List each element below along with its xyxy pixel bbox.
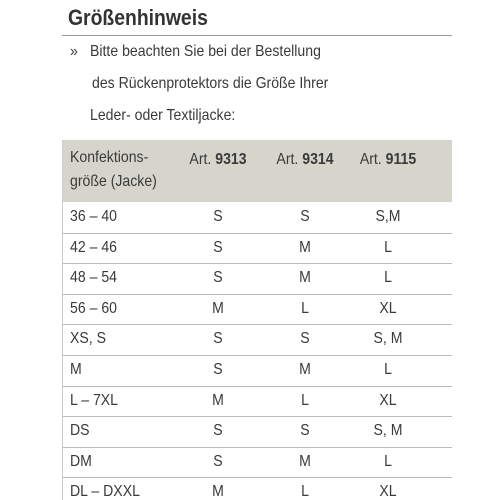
article-prefix: Art. bbox=[276, 151, 299, 168]
size-cell: L – 7XL bbox=[70, 391, 119, 409]
article-number: 9314 bbox=[302, 151, 334, 168]
cell: L bbox=[384, 238, 392, 256]
cell: S bbox=[213, 452, 223, 470]
cell: S bbox=[300, 208, 310, 225]
row-rule bbox=[62, 477, 452, 479]
table-left-border bbox=[62, 140, 63, 500]
cell: L bbox=[384, 269, 392, 287]
intro-line: Bitte beachten Sie bei der Bestellung bbox=[90, 43, 321, 60]
row-rule bbox=[62, 416, 452, 418]
cell: XL bbox=[379, 391, 397, 409]
cell: M bbox=[212, 483, 224, 500]
size-header: größe (Jacke) bbox=[70, 173, 157, 190]
size-cell: 42 – 46 bbox=[70, 238, 117, 256]
cell: L bbox=[301, 299, 309, 317]
size-cell: DS bbox=[70, 422, 90, 440]
bullet: » bbox=[70, 43, 78, 60]
row-rule bbox=[62, 324, 452, 326]
cell: M bbox=[212, 391, 224, 409]
cell: S,M bbox=[375, 208, 401, 225]
cell: S, M bbox=[373, 330, 403, 348]
size-cell: 56 – 60 bbox=[70, 299, 117, 317]
cell: S bbox=[213, 208, 223, 225]
size-cell: 36 – 40 bbox=[70, 208, 117, 225]
cell: L bbox=[301, 391, 309, 409]
intro-line: Leder- oder Textiljacke: bbox=[90, 107, 236, 124]
row-rule bbox=[62, 232, 452, 234]
cell: M bbox=[299, 452, 311, 470]
size-cell: 48 – 54 bbox=[70, 269, 117, 287]
cell: S bbox=[300, 330, 310, 348]
article-prefix: Art. bbox=[189, 151, 212, 168]
cell: S bbox=[213, 330, 223, 348]
intro-line: des Rückenprotektors die Größe Ihrer bbox=[92, 75, 329, 92]
cell: S bbox=[213, 361, 223, 378]
size-cell: DL – DXXL bbox=[70, 483, 140, 500]
cell: S bbox=[300, 422, 310, 440]
size-header: Konfektions- bbox=[70, 149, 149, 166]
article-number: 9313 bbox=[215, 151, 247, 168]
size-cell: M bbox=[70, 361, 82, 378]
cell: S bbox=[213, 269, 223, 287]
cell: S bbox=[213, 422, 223, 440]
cell: XL bbox=[379, 483, 397, 500]
table-header-bg bbox=[62, 140, 452, 202]
row-rule bbox=[62, 263, 452, 265]
cell: L bbox=[384, 361, 392, 378]
article-prefix: Art. bbox=[359, 151, 382, 168]
size-cell: XS, S bbox=[70, 330, 106, 348]
cell: L bbox=[301, 483, 309, 500]
article-header: Art. 9314 bbox=[276, 150, 333, 170]
article-number: 9115 bbox=[385, 151, 417, 168]
cell: M bbox=[299, 269, 311, 287]
row-rule bbox=[62, 446, 452, 448]
title-rule bbox=[62, 35, 452, 36]
title: Größenhinweis bbox=[68, 5, 208, 30]
row-rule bbox=[62, 385, 452, 387]
row-rule bbox=[62, 355, 452, 356]
cell: M bbox=[212, 299, 224, 317]
cell: S bbox=[213, 238, 223, 256]
size-cell: DM bbox=[70, 452, 92, 470]
article-header: Art. 9115 bbox=[360, 150, 416, 170]
cell: XL bbox=[379, 299, 397, 317]
row-rule bbox=[62, 293, 452, 295]
article-header: Art. 9313 bbox=[189, 150, 246, 170]
cell: M bbox=[299, 361, 311, 378]
cell: L bbox=[384, 452, 392, 470]
cell: M bbox=[299, 238, 311, 256]
cell: S, M bbox=[373, 422, 403, 440]
